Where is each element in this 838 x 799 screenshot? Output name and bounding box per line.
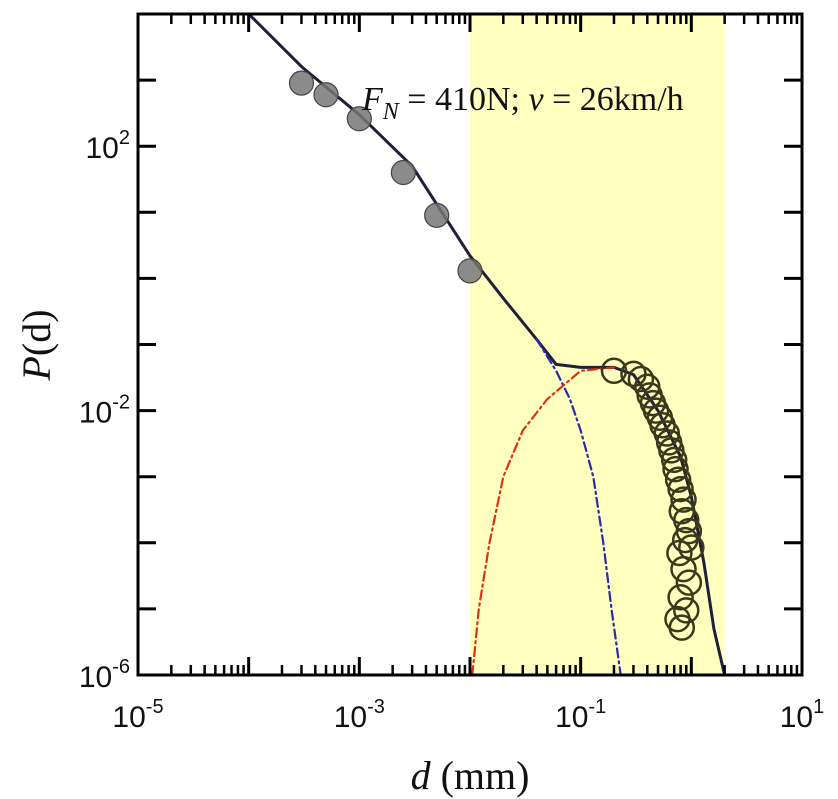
x-tick-label-1-exp: -3 [367, 696, 385, 718]
x-axis-title: d (mm) [411, 753, 530, 798]
y-tick-label-2: 102 [86, 127, 131, 165]
series-line-3 [535, 338, 622, 675]
series-line-2 [247, 14, 727, 675]
x-tick-label-3-exp: 1 [813, 696, 824, 718]
data-point-1-14 [664, 466, 692, 493]
x-tick-label-0-base: 10 [112, 701, 145, 734]
x-tick-label-0-exp: -5 [146, 696, 164, 718]
annotation-sub-n: N [382, 99, 401, 125]
annotation-eq1: = 410N; [399, 81, 529, 118]
y-axis-title: P(d) [14, 309, 59, 381]
y-tick-label-0-exp: -6 [112, 656, 130, 678]
y-axis-var: P [14, 356, 59, 381]
annotation-var-v: v [528, 81, 544, 118]
data-point-1-24 [675, 569, 703, 596]
data-point-0-3 [390, 159, 416, 186]
x-tick-label-1-base: 10 [334, 701, 367, 734]
y-tick-label-2-base: 10 [86, 132, 119, 165]
x-tick-label-3-base: 10 [780, 701, 813, 734]
data-point-0-0 [288, 70, 315, 96]
annotation-eq2: = 26km/h [544, 81, 684, 118]
data-point-1-12 [660, 446, 688, 474]
data-point-0-1 [313, 82, 339, 108]
data-point-1-20 [671, 526, 699, 554]
y-tick-label-1: 10-2 [79, 392, 130, 430]
data-point-0-5 [457, 258, 483, 284]
data-point-1-2 [627, 365, 655, 393]
x-tick-label-1: 10-3 [334, 696, 385, 734]
x-tick-label-2-base: 10 [555, 701, 588, 734]
x-tick-label-2-exp: -1 [588, 696, 606, 718]
y-tick-label-0: 10-6 [79, 656, 130, 694]
series-line-4 [471, 366, 616, 675]
x-tick-label-3: 101 [780, 696, 825, 734]
y-tick-label-0-base: 10 [79, 661, 112, 694]
y-tick-label-1-exp: -2 [112, 392, 130, 414]
data-point-1-13 [662, 455, 689, 483]
x-axis-var: d [411, 753, 432, 798]
y-tick-label-2-exp: 2 [119, 127, 130, 149]
data-point-0-2 [346, 106, 372, 132]
data-point-1-22 [666, 539, 693, 567]
annotation-var-f: F [361, 81, 384, 118]
data-point-1-23 [670, 555, 697, 583]
x-axis-unit: (mm) [441, 753, 530, 798]
data-point-1-26 [673, 597, 700, 624]
data-point-1-28 [668, 614, 696, 641]
data-point-1-16 [670, 486, 697, 513]
data-point-1-0 [600, 357, 628, 385]
x-tick-label-2: 10-1 [555, 696, 606, 734]
data-point-1-25 [667, 584, 694, 611]
data-point-0-4 [424, 202, 450, 228]
y-axis-arg: (d) [14, 309, 59, 356]
data-point-1-18 [673, 506, 700, 534]
data-point-1-15 [667, 475, 694, 503]
y-tick-label-1-base: 10 [79, 397, 112, 430]
x-tick-label-0: 10-5 [112, 696, 163, 734]
annotation-text: FN = 410N; v = 26km/h [361, 81, 684, 125]
